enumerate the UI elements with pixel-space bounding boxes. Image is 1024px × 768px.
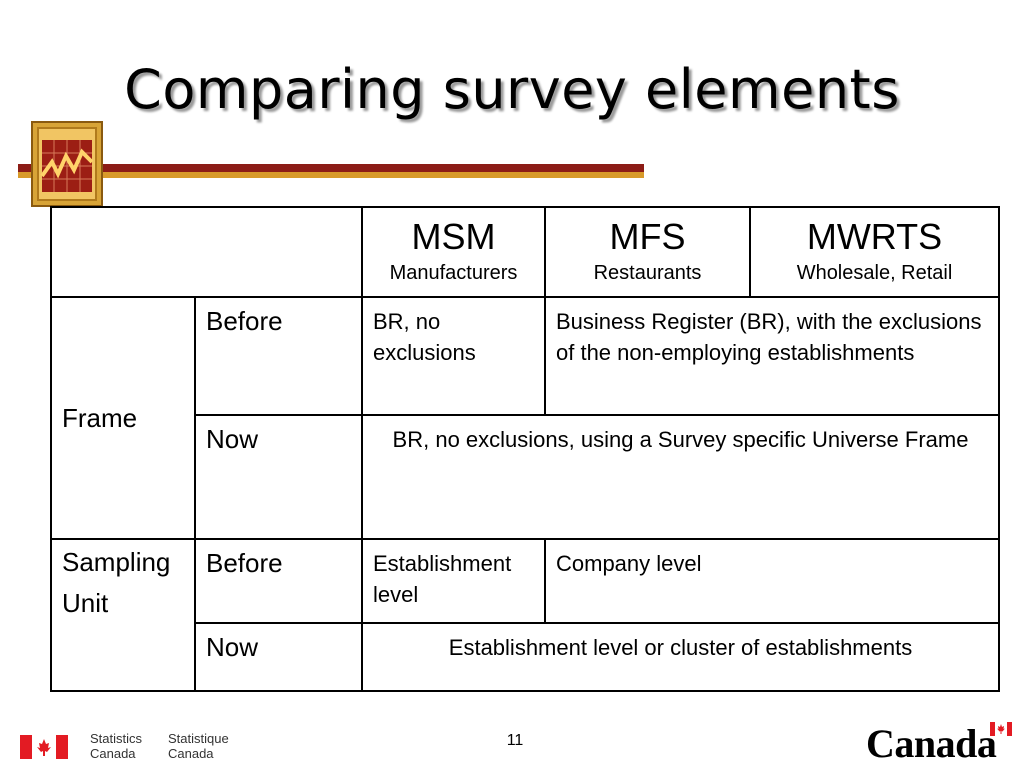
comparison-table: MSM Manufacturers MFS Restaurants MWRTS … (50, 206, 1000, 692)
header-mfs-code: MFS (609, 216, 686, 257)
chart-logo-icon (31, 121, 103, 207)
slide-title: Comparing survey elements (124, 58, 900, 121)
sampling-before-msm: Establishment level (361, 538, 546, 624)
frame-before-label: Before (194, 296, 363, 416)
sampling-now-label: Now (194, 622, 363, 692)
statistique-fr-line2: Canada (168, 746, 214, 761)
sampling-now-row: Now Establishment level or cluster of es… (51, 622, 1000, 692)
title-rule-red (18, 164, 644, 172)
header-mwrts-desc: Wholesale, Retail (796, 262, 953, 284)
header-mwrts-code: MWRTS (806, 216, 943, 257)
wordmark-flag-icon (990, 722, 1012, 736)
sampling-label-line2: Unit (62, 588, 109, 618)
sampling-before-row: Sampling Unit Before Establishment level… (50, 538, 1000, 692)
page-number: 11 (506, 732, 524, 749)
frame-before-mfs-mwrts: Business Register (BR), with the exclusi… (544, 296, 1000, 416)
header-mfs: MFS Restaurants (544, 206, 751, 298)
sampling-now-all: Establishment level or cluster of establ… (361, 622, 1000, 692)
frame-now-label: Now (194, 414, 363, 540)
header-row: MSM Manufacturers MFS Restaurants MWRTS … (50, 206, 1000, 298)
statistics-canada-en: Statistics Canada (90, 731, 142, 761)
canada-flag-icon (20, 735, 68, 759)
header-mwrts: MWRTS Wholesale, Retail (749, 206, 1000, 298)
header-empty-cell (50, 206, 363, 298)
statistics-en-line1: Statistics (90, 731, 143, 746)
sampling-unit-label: Sampling Unit (50, 538, 196, 692)
sampling-before-mfs-mwrts: Company level (544, 538, 1000, 624)
statistique-canada-fr: Statistique Canada (168, 731, 229, 761)
header-msm-code: MSM (411, 216, 496, 257)
frame-now-row: Now BR, no exclusions, using a Survey sp… (51, 414, 1000, 540)
frame-now-all: BR, no exclusions, using a Survey specif… (361, 414, 1000, 540)
canada-wordmark: Canada (866, 721, 997, 766)
header-mfs-desc: Restaurants (593, 262, 702, 284)
title-rule-gold (18, 172, 644, 178)
frame-before-msm: BR, no exclusions (361, 296, 546, 416)
header-msm: MSM Manufacturers (361, 206, 546, 298)
frame-before-row: Frame Before BR, no exclusions Business … (50, 296, 1000, 540)
sampling-before-label: Before (194, 538, 363, 624)
statistics-en-line2: Canada (90, 746, 136, 761)
sampling-label-line1: Sampling (62, 547, 171, 577)
statistique-fr-line1: Statistique (168, 731, 229, 746)
header-msm-desc: Manufacturers (389, 262, 518, 284)
frame-label: Frame (50, 296, 196, 540)
